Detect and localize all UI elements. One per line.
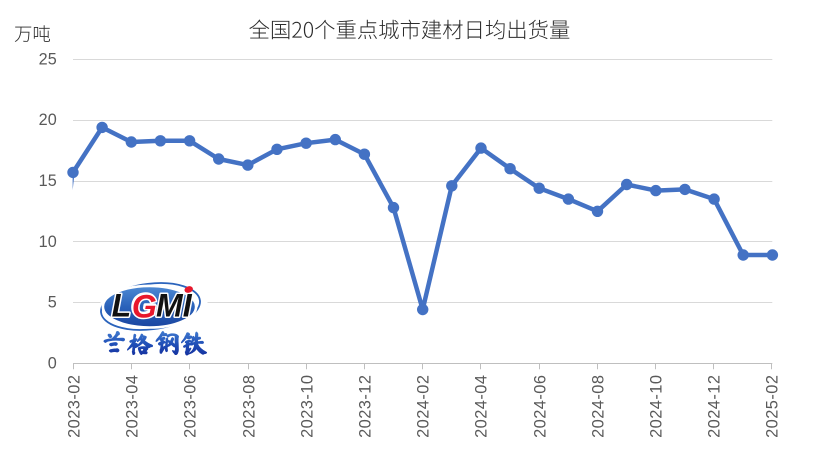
svg-text:G: G — [132, 289, 157, 325]
svg-text:2024-12: 2024-12 — [706, 375, 724, 438]
svg-text:2024-06: 2024-06 — [532, 375, 550, 438]
svg-text:2023-02: 2023-02 — [66, 375, 84, 438]
svg-text:2025-02: 2025-02 — [764, 375, 782, 438]
svg-text:5: 5 — [48, 294, 57, 312]
svg-text:LGMI: LGMI — [112, 287, 193, 323]
svg-text:0: 0 — [48, 354, 57, 372]
svg-text:2023-10: 2023-10 — [299, 375, 317, 438]
svg-text:2023-12: 2023-12 — [357, 375, 375, 438]
svg-text:2024-10: 2024-10 — [648, 375, 666, 438]
svg-text:25: 25 — [39, 50, 57, 68]
svg-text:2024-02: 2024-02 — [415, 375, 433, 438]
svg-text:10: 10 — [39, 233, 57, 251]
svg-text:2023-08: 2023-08 — [241, 375, 259, 438]
svg-text:2024-04: 2024-04 — [473, 375, 491, 438]
svg-text:2024-08: 2024-08 — [590, 375, 608, 438]
svg-text:2023-04: 2023-04 — [124, 375, 142, 438]
svg-text:2023-06: 2023-06 — [182, 375, 200, 438]
svg-text:20: 20 — [39, 111, 57, 129]
svg-text:15: 15 — [39, 172, 57, 190]
